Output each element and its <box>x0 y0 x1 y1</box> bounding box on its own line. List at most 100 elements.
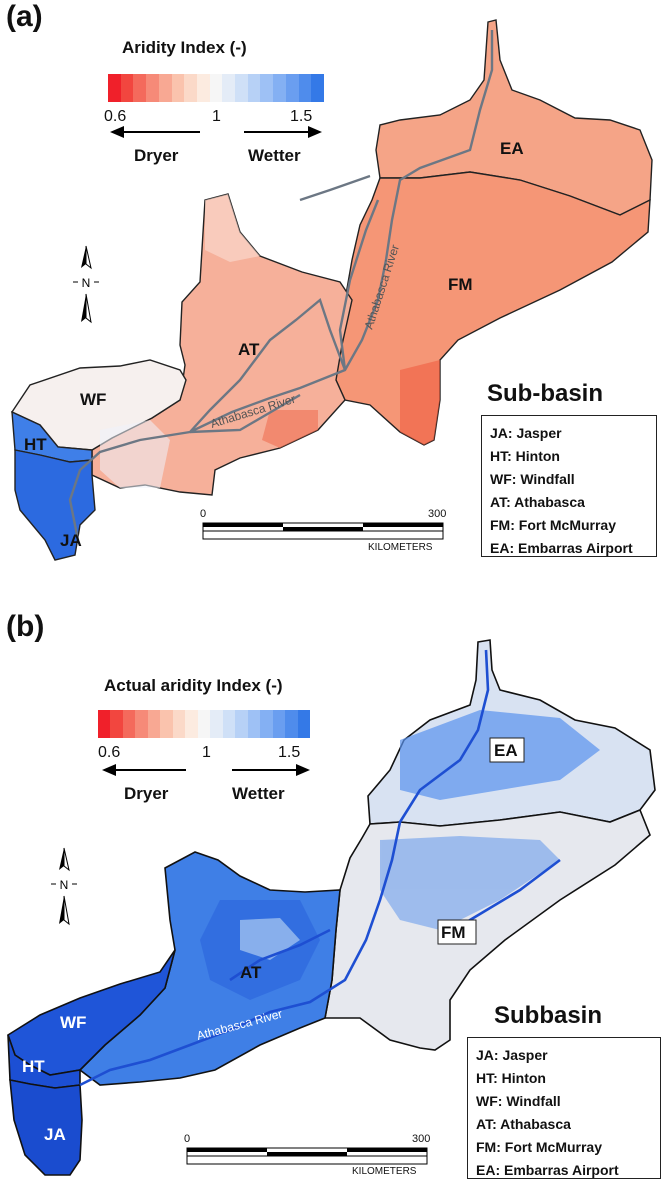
panel-a: (a) Aridity Index (-) 0.6 1 1.5 N <box>0 0 668 590</box>
panel-b: (b) Actual aridity Index (-) 0.6 1 1.5 N <box>0 600 668 1183</box>
ramp-swatch <box>235 710 248 738</box>
basin-ja <box>9 1079 83 1176</box>
ramp-swatch <box>98 710 111 738</box>
river-network <box>68 30 494 541</box>
scale-bar <box>202 522 444 540</box>
map-label-ja: JA <box>44 1125 66 1144</box>
tick-max: 1.5 <box>278 744 301 761</box>
subbasin-item-ht: HT: Hinton <box>490 448 560 464</box>
scale-min: 0 <box>184 1133 191 1145</box>
map-label-at: AT <box>238 340 260 359</box>
ramp-swatch <box>158 74 172 102</box>
ramp-swatch <box>110 710 123 738</box>
ramp-swatch <box>146 74 159 102</box>
ramp-swatch <box>160 710 173 738</box>
panel-letter: (a) <box>6 0 43 33</box>
map-label-fm-box <box>437 919 477 945</box>
subbasin-title: Sub-basin <box>487 380 604 407</box>
wetter-label: Wetter <box>248 146 301 165</box>
wetter-arrow <box>244 126 322 138</box>
scale-min: 0 <box>200 508 207 520</box>
color-ramp <box>98 710 310 738</box>
subbasin-item-at: AT: Athabasca <box>476 1116 571 1132</box>
tick-mid: 1 <box>212 108 221 125</box>
subbasin-item-fm: FM: Fort McMurray <box>476 1139 602 1155</box>
ramp-swatch <box>172 710 186 738</box>
basin-ja <box>14 449 96 561</box>
ramp-swatch <box>222 710 236 738</box>
tick-min: 0.6 <box>104 108 127 125</box>
subbasin-title: Subbasin <box>494 1002 603 1029</box>
subbasin-item-fm: FM: Fort McMurray <box>490 517 616 533</box>
subbasin-item-ja: JA: Jasper <box>490 425 562 441</box>
subbasin-item-ea: EA: Embarras Airport <box>476 1162 619 1178</box>
tick-mid: 1 <box>202 744 211 761</box>
scale-unit: KILOMETERS <box>352 1166 417 1177</box>
subbasin-item-ht: HT: Hinton <box>476 1070 546 1086</box>
ramp-swatch <box>196 74 210 102</box>
map-label-at: AT <box>240 963 262 982</box>
ramp-swatch <box>247 74 261 102</box>
ramp-swatch <box>133 74 147 102</box>
ramp-swatch <box>273 74 286 102</box>
ramp-swatch <box>171 74 185 102</box>
subbasin-item-wf: WF: Windfall <box>490 471 575 487</box>
ramp-swatch <box>285 74 299 102</box>
map-label-ht: HT <box>24 435 47 454</box>
map-label-ea-box <box>489 737 525 763</box>
legend-title: Aridity Index (-) <box>122 38 247 57</box>
subbasin-item-ea: EA: Embarras Airport <box>490 540 633 556</box>
map-label-ht: HT <box>22 1057 45 1076</box>
ramp-swatch <box>285 710 298 738</box>
subbasin-item-ja: JA: Jasper <box>476 1047 548 1063</box>
dryer-label: Dryer <box>124 784 169 803</box>
scale-unit: KILOMETERS <box>368 542 433 553</box>
panel-letter: (b) <box>6 610 45 643</box>
map-label-ja: JA <box>60 531 82 550</box>
scale-max: 300 <box>428 508 447 520</box>
ramp-swatch <box>197 710 211 738</box>
color-ramp <box>108 74 324 102</box>
tick-min: 0.6 <box>98 744 121 761</box>
ramp-swatch <box>147 710 161 738</box>
dryer-label: Dryer <box>134 146 179 165</box>
legend-title: Actual aridity Index (-) <box>104 676 283 695</box>
map-label-ea: EA <box>500 139 524 158</box>
map-label-wf: WF <box>60 1013 86 1032</box>
ramp-swatch <box>311 74 324 102</box>
tick-max: 1.5 <box>290 108 313 125</box>
ramp-swatch <box>210 710 223 738</box>
subbasin-legend: JA: Jasper HT: Hinton WF: Windfall AT: A… <box>481 415 657 557</box>
map-b: N EA FM AT <box>7 639 656 1176</box>
ramp-swatch <box>260 710 273 738</box>
map-label-fm: FM <box>448 275 473 294</box>
subbasin-legend: JA: Jasper HT: Hinton WF: Windfall AT: A… <box>467 1037 661 1179</box>
north-label: N <box>60 878 69 892</box>
subbasin-item-at: AT: Athabasca <box>490 494 585 510</box>
scale-bar <box>186 1147 428 1165</box>
ramp-swatch <box>260 74 274 102</box>
map-label-ea: EA <box>494 741 518 760</box>
map-label-fm: FM <box>441 923 466 942</box>
map-a: N EA <box>10 19 653 561</box>
ramp-swatch <box>209 74 223 102</box>
ramp-swatch <box>298 74 312 102</box>
ramp-swatch <box>122 710 136 738</box>
ramp-swatch <box>272 710 286 738</box>
scale-max: 300 <box>412 1133 431 1145</box>
dryer-arrow <box>102 764 186 776</box>
ramp-swatch <box>297 710 310 738</box>
ramp-swatch <box>120 74 134 102</box>
ramp-swatch <box>247 710 261 738</box>
ramp-swatch <box>108 74 121 102</box>
dryer-arrow <box>110 126 200 138</box>
map-label-wf: WF <box>80 390 106 409</box>
north-label: N <box>82 276 91 290</box>
ramp-swatch <box>184 74 197 102</box>
ramp-swatch <box>135 710 148 738</box>
ramp-swatch <box>185 710 198 738</box>
north-arrow: N <box>51 847 77 926</box>
ramp-swatch <box>235 74 248 102</box>
north-arrow: N <box>73 245 99 324</box>
ramp-swatch <box>222 74 236 102</box>
